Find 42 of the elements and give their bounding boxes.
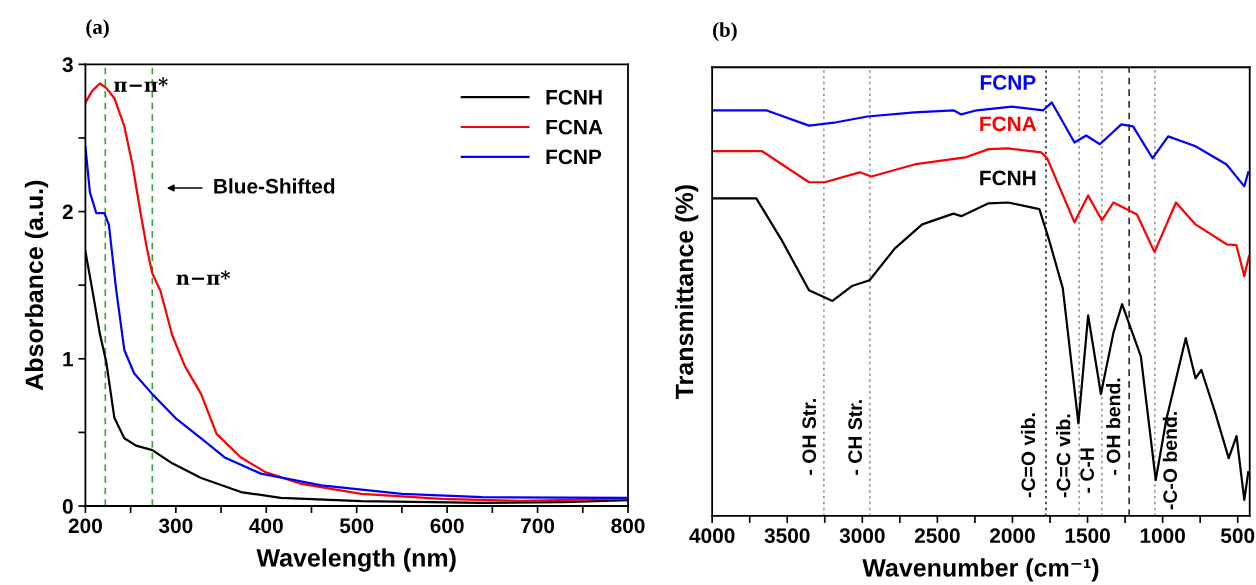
y-tick-label: 3 xyxy=(62,57,73,73)
legend-label: FCNP xyxy=(546,149,602,165)
x-tick-label: 2000 xyxy=(990,528,1035,544)
legend-label: FCNA xyxy=(546,119,603,135)
x-tick-label: 500 xyxy=(339,518,374,534)
y-axis-title: Absorbance (a.u.) xyxy=(24,180,49,391)
series-label: FCNA xyxy=(980,116,1037,132)
y-tick-label: 0 xyxy=(62,499,73,514)
ref-line-label: -C=O vib. xyxy=(1020,413,1036,498)
x-tick-label: 700 xyxy=(521,518,555,534)
x-tick-label: 3500 xyxy=(764,528,810,544)
chart-title: (b) xyxy=(713,22,737,42)
x-tick-label: 4000 xyxy=(689,528,735,544)
annotation: π−π* xyxy=(113,77,168,92)
x-tick-label: 1000 xyxy=(1140,528,1185,544)
x-tick-label: 400 xyxy=(249,518,283,534)
x-axis-title: Wavelength (nm) xyxy=(256,548,456,572)
x-tick-label: 200 xyxy=(68,518,102,534)
x-tick-label: 600 xyxy=(430,518,464,534)
ref-line-label: - C-H xyxy=(1080,448,1095,493)
series-label: FCNH xyxy=(980,170,1036,186)
x-tick-label: 1500 xyxy=(1065,528,1110,544)
annotation: Blue-Shifted xyxy=(214,178,335,194)
y-tick-label: 1 xyxy=(63,352,74,367)
ref-line-label: - OH Str. xyxy=(802,399,817,475)
ref-line-label: -C=C vib. xyxy=(1056,414,1071,498)
x-tick-label: 800 xyxy=(611,518,645,534)
x-tick-label: 2500 xyxy=(914,528,960,544)
chart-title: (a) xyxy=(86,19,109,39)
line-series xyxy=(85,145,628,500)
annotation: n−π* xyxy=(176,270,231,285)
series-label: FCNP xyxy=(980,75,1036,90)
y-tick-label: 2 xyxy=(62,204,73,220)
x-tick-label: 300 xyxy=(158,518,193,534)
ref-line-label: -C-O bend. xyxy=(1162,412,1178,510)
x-axis-title: Wavenumber (cm⁻¹) xyxy=(862,558,1099,582)
x-tick-label: 3000 xyxy=(839,528,885,544)
y-axis-title: Transmittance (%) xyxy=(674,185,699,399)
x-tick-label: 500 xyxy=(1220,528,1255,544)
legend-label: FCNH xyxy=(546,89,602,105)
ref-line-label: - CH Str. xyxy=(848,400,863,475)
ref-line-label: - OH bend. xyxy=(1106,378,1121,475)
